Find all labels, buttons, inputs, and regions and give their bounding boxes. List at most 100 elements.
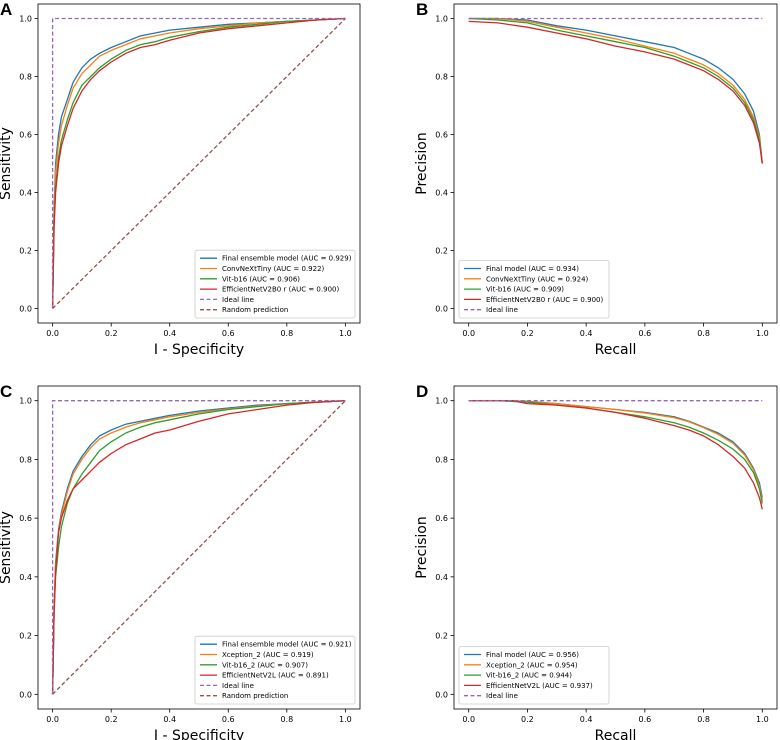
y-tick-label: 0.6 <box>435 514 448 523</box>
series-line-efficientnetv2l <box>468 400 763 510</box>
y-tick-label: 0.2 <box>19 632 32 641</box>
x-tick-label: 1.0 <box>339 715 352 724</box>
y-tick-label: 1.0 <box>19 15 32 24</box>
x-tick-label: 0.2 <box>521 715 534 724</box>
y-tick-label: 0.8 <box>435 455 448 464</box>
legend-entry: Random prediction <box>222 692 288 700</box>
legend: Final model (AUC = 0.956) Xception_2 (AUC… <box>458 646 610 705</box>
x-axis-title: I - Specificity <box>154 728 244 740</box>
series-line-vit-b16 <box>468 17 763 164</box>
series-line-vit-b16-2 <box>51 400 346 695</box>
x-tick-label: 0.8 <box>280 329 293 338</box>
series-line-convnexttiny <box>51 17 346 309</box>
axes-frame <box>37 3 361 324</box>
series-line-random-prediction <box>52 18 346 309</box>
x-tick-label: 1.0 <box>756 715 769 724</box>
y-tick-label: 1.0 <box>435 15 448 24</box>
legend-entry: Xception_2 (AUC = 0.919) <box>222 651 314 659</box>
legend: Final model (AUC = 0.934) ConvNeXtTiny (A… <box>458 260 610 319</box>
x-tick-label: 0.2 <box>105 715 118 724</box>
panel-letter: D <box>416 382 428 401</box>
legend-entry: Final ensemble model (AUC = 0.921) <box>222 641 352 649</box>
axes-frame <box>453 3 778 324</box>
y-tick-label: 0.4 <box>19 573 32 582</box>
legend-box <box>194 635 356 705</box>
legend-entry: Ideal line <box>486 692 518 700</box>
x-tick-label: 0.4 <box>163 329 176 338</box>
x-tick-label: 0.8 <box>697 715 710 724</box>
series-line-efficientnetv2l <box>51 400 346 695</box>
y-tick-label: 0.2 <box>19 247 32 256</box>
panel-B: B 0.0 0.2 0.4 0.6 0.8 1.0 0.0 0.2 0.4 0.6 0.8 1.0 Rec… <box>414 0 778 358</box>
x-tick-label: 0.0 <box>462 715 475 724</box>
x-tick-label: 0.0 <box>46 715 59 724</box>
y-tick-label: 1.0 <box>19 397 32 406</box>
legend-entry: EfficientNetV2L (AUC = 0.891) <box>222 672 329 680</box>
panel-letter: C <box>0 382 12 401</box>
series-line-ideal-line <box>51 17 346 309</box>
legend-entry: Vit-b16_2 (AUC = 0.944) <box>486 672 572 680</box>
legend-entry: Ideal line <box>486 306 518 314</box>
series-line-efficientnetv2b0-r <box>51 17 346 309</box>
legend: Final ensemble model (AUC = 0.929) ConvNe… <box>194 249 356 319</box>
legend-entry: Vit-b16 (AUC = 0.906) <box>222 275 300 283</box>
legend-entry: Ideal line <box>222 682 254 690</box>
x-tick-label: 0.4 <box>580 715 593 724</box>
legend-entry: Ideal line <box>222 296 254 304</box>
legend-entry: Final model (AUC = 0.956) <box>486 651 579 659</box>
y-tick-label: 0.6 <box>435 131 448 140</box>
panel-C: C 0.0 0.2 0.4 0.6 0.8 1.0 0.0 0.2 0.4 0.6 0.8 1.0 I -… <box>0 382 361 740</box>
series-line-final-model <box>468 17 763 164</box>
panel-letter: B <box>416 0 428 19</box>
legend-entry: Vit-b16_2 (AUC = 0.907) <box>222 661 308 669</box>
series-line-xception-2 <box>468 400 763 501</box>
legend-box <box>458 260 610 319</box>
y-axis-title: Sensitivity <box>0 127 14 200</box>
legend-entry: EfficientNetV2L (AUC = 0.937) <box>486 682 593 690</box>
axes-frame <box>37 385 361 710</box>
x-tick-label: 0.8 <box>280 715 293 724</box>
y-axis-title: Precision <box>414 132 430 194</box>
y-tick-label: 0.2 <box>435 247 448 256</box>
x-tick-label: 0.2 <box>105 329 118 338</box>
axes-frame <box>453 385 778 710</box>
y-tick-label: 0.8 <box>19 73 32 82</box>
legend-box <box>194 249 356 319</box>
legend-entry: EfficientNetV2B0 r (AUC = 0.900) <box>486 296 603 304</box>
y-tick-label: 0.4 <box>435 189 448 198</box>
x-tick-label: 0.6 <box>222 329 235 338</box>
y-tick-label: 0.0 <box>435 690 448 699</box>
x-tick-label: 0.6 <box>222 715 235 724</box>
y-tick-label: 0.6 <box>19 514 32 523</box>
series-line-efficientnetv2b0-r <box>468 20 763 164</box>
panel-A: A 0.0 0.2 0.4 0.6 0.8 1.0 0.0 0.2 0.4 0.6 0.8 1.0 I -… <box>0 0 361 358</box>
y-tick-label: 0.6 <box>19 131 32 140</box>
legend-entry: Xception_2 (AUC = 0.954) <box>486 661 578 669</box>
x-tick-label: 0.2 <box>521 329 534 338</box>
x-tick-label: 0.6 <box>638 329 651 338</box>
series-line-random-prediction <box>52 400 346 695</box>
x-tick-label: 1.0 <box>339 329 352 338</box>
legend-entry: ConvNeXtTiny (AUC = 0.922) <box>222 265 325 273</box>
legend-entry: EfficientNetV2B0 r (AUC = 0.900) <box>222 286 339 294</box>
y-axis-title: Precision <box>414 516 430 578</box>
legend-entry: Final ensemble model (AUC = 0.929) <box>222 255 352 263</box>
y-tick-label: 0.8 <box>435 73 448 82</box>
y-tick-label: 0.0 <box>19 305 32 314</box>
y-tick-label: 0.0 <box>435 305 448 314</box>
y-tick-label: 0.8 <box>19 455 32 464</box>
y-tick-label: 1.0 <box>435 397 448 406</box>
legend: Final ensemble model (AUC = 0.921) Xcepti… <box>194 635 356 705</box>
x-tick-label: 1.0 <box>756 329 769 338</box>
x-tick-label: 0.6 <box>638 715 651 724</box>
x-tick-label: 0.8 <box>697 329 710 338</box>
panel-letter: A <box>0 0 12 19</box>
panel-D: D 0.0 0.2 0.4 0.6 0.8 1.0 0.0 0.2 0.4 0.6 0.8 1.0 Rec… <box>414 382 778 740</box>
legend-entry: Vit-b16 (AUC = 0.909) <box>486 286 564 294</box>
x-tick-label: 0.4 <box>580 329 593 338</box>
x-axis-title: Recall <box>595 342 637 358</box>
y-tick-label: 0.4 <box>435 573 448 582</box>
series-line-vit-b16-2 <box>468 400 763 504</box>
